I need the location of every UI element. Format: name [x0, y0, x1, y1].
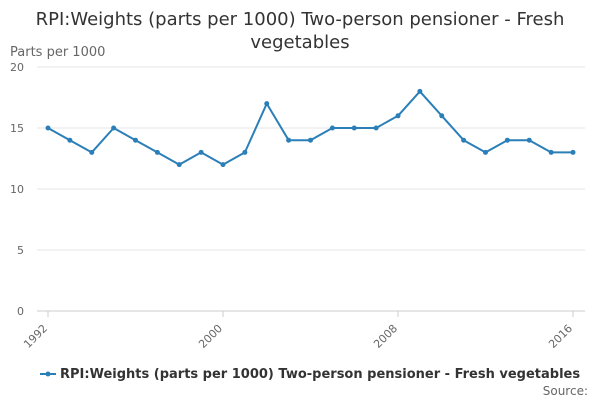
data-point[interactable]	[373, 125, 379, 131]
y-tick-label: 0	[17, 305, 24, 318]
x-tick-label: 2000	[196, 322, 225, 351]
data-point[interactable]	[89, 149, 95, 155]
data-point[interactable]	[220, 162, 226, 168]
data-point[interactable]	[45, 125, 51, 131]
data-point[interactable]	[176, 162, 182, 168]
y-tick-label: 5	[17, 244, 24, 257]
data-point[interactable]	[570, 149, 576, 155]
legend-label: RPI:Weights (parts per 1000) Two-person …	[60, 367, 580, 382]
data-point[interactable]	[111, 125, 117, 131]
data-point[interactable]	[351, 125, 357, 131]
data-point[interactable]	[417, 88, 423, 94]
data-point[interactable]	[548, 149, 554, 155]
y-tick-label: 15	[10, 122, 24, 135]
gridlines	[37, 66, 585, 312]
data-point[interactable]	[242, 149, 248, 155]
y-tick-label: 10	[10, 183, 24, 196]
data-point[interactable]	[504, 137, 510, 143]
data-point[interactable]	[329, 125, 335, 131]
data-point[interactable]	[461, 137, 467, 143]
x-tick-label: 2008	[371, 322, 400, 351]
series-layer	[45, 88, 576, 168]
data-point[interactable]	[439, 113, 445, 119]
y-tick-labels: 0 5 10 15 20	[10, 61, 24, 318]
data-point[interactable]	[133, 137, 138, 143]
data-point[interactable]	[483, 149, 488, 155]
data-point[interactable]	[264, 101, 270, 107]
data-point[interactable]	[526, 137, 532, 143]
legend-marker	[45, 371, 51, 377]
data-point[interactable]	[154, 149, 160, 155]
data-point[interactable]	[198, 149, 204, 155]
x-tick-label: 2016	[546, 322, 575, 351]
data-point[interactable]	[67, 137, 73, 143]
x-tick-label: 1992	[21, 322, 50, 351]
chart-title: RPI:Weights (parts per 1000) Two-person …	[35, 9, 565, 53]
legend[interactable]: RPI:Weights (parts per 1000) Two-person …	[40, 367, 580, 382]
y-axis-label: Parts per 1000	[10, 45, 105, 60]
data-point[interactable]	[308, 137, 313, 143]
x-ticks: 1992 2000 2008 2016	[21, 311, 575, 351]
data-point[interactable]	[395, 113, 401, 119]
data-point[interactable]	[286, 137, 292, 143]
y-tick-label: 20	[10, 61, 24, 74]
source-label: Source:	[542, 384, 588, 398]
